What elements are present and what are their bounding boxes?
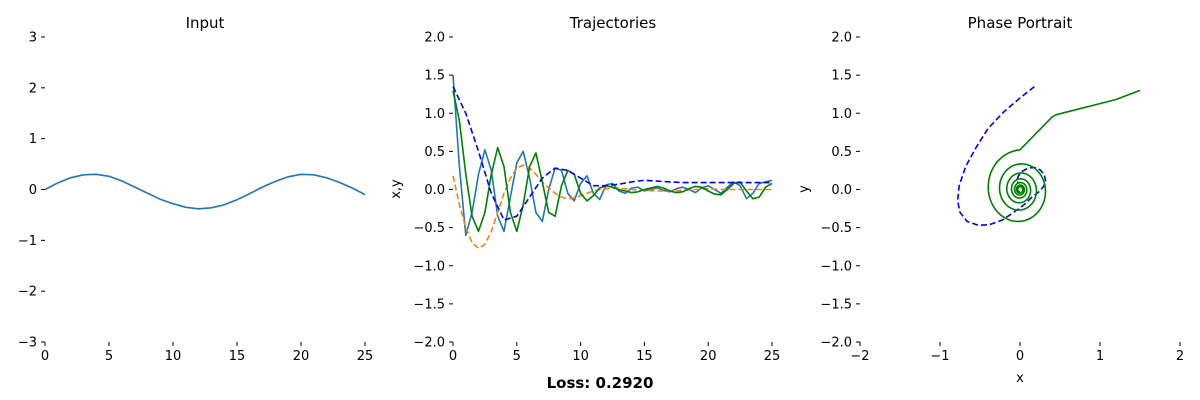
trajectories-y-axis: −2.0 −1.5 −1.0 −0.5 0.0 0.5 1.0 1.5 2.0 [413,31,453,351]
trajectories-x-tick-label: 5 [513,349,521,364]
phase-portrait-x-tick-label: 1 [1096,349,1104,364]
trajectories-y-tick-label: −0.5 [413,221,445,236]
phase-portrait-spiral-line [987,89,1141,223]
phase-portrait-x-tick-label: 2 [1176,349,1184,364]
phase-portrait-y-tick-label: −1.0 [820,259,852,274]
input-y-tick-label: 2 [29,81,37,96]
input-y-tick-label: 3 [29,31,37,46]
input-title: Input [186,14,225,32]
input-y-tick-label: −2 [18,285,37,300]
trajectories-series-line-2 [452,164,772,249]
input-x-axis: 0 5 10 15 20 25 [41,342,373,364]
input-y-tick-label: 1 [29,132,37,147]
trajectories-x-axis: 0 5 10 15 20 25 [449,342,780,364]
phase-portrait-y-tick-label: 1.5 [831,69,852,84]
trajectories-y-tick-label: −1.5 [413,297,445,312]
input-y-axis: −3 −2 −1 0 1 2 3 [18,31,45,351]
phase-portrait-lines [956,85,1141,227]
input-x-tick-label: 10 [165,349,182,364]
phase-portrait-x-axis: −2 −1 0 1 2 [850,342,1184,364]
input-x-tick-label: 20 [293,349,310,364]
input-y-tick-label: 0 [29,183,37,198]
trajectories-panel: Trajectories x,y −2.0 −1.5 −1.0 −0.5 0.0 0.5 1… [389,14,780,364]
trajectories-y-label: x,y [389,179,404,199]
input-x-tick-label: 5 [105,349,113,364]
input-x-tick-label: 15 [229,349,246,364]
trajectories-x-tick-label: 20 [700,349,717,364]
phase-portrait-title: Phase Portrait [968,14,1073,32]
phase-portrait-x-tick-label: −1 [930,349,949,364]
trajectories-lines [452,75,773,249]
trajectories-x-tick-label: 10 [572,349,589,364]
trajectories-series-line-3 [452,90,773,233]
trajectories-series-line-4 [452,86,772,221]
phase-portrait-y-tick-label: 2.0 [831,31,852,46]
phase-portrait-panel: Phase Portrait y x −2.0 −1.5 −1.0 −0.5 0.0 0.… [797,14,1184,386]
phase-portrait-x-tick-label: 0 [1016,349,1024,364]
trajectories-y-tick-label: 2.0 [424,31,445,46]
input-x-tick-label: 25 [357,349,374,364]
phase-portrait-x-tick-label: −2 [850,349,869,364]
phase-portrait-y-tick-label: −0.5 [820,221,852,236]
trajectories-y-tick-label: 1.0 [424,107,445,122]
phase-portrait-x-label: x [1016,371,1024,386]
phase-portrait-y-tick-label: −2.0 [820,336,852,351]
phase-portrait-y-tick-label: 1.0 [831,107,852,122]
input-lines [44,173,366,210]
phase-portrait-y-tick-label: −1.5 [820,297,852,312]
phase-portrait-y-label: y [797,185,812,193]
phase-portrait-y-axis: −2.0 −1.5 −1.0 −0.5 0.0 0.5 1.0 1.5 2.0 [820,31,860,351]
input-y-tick-label: −3 [18,336,37,351]
trajectories-x-tick-label: 15 [636,349,653,364]
trajectories-title: Trajectories [569,14,657,32]
trajectories-y-tick-label: −2.0 [413,336,445,351]
loss-text: Loss: 0.2920 [547,374,654,392]
trajectories-y-tick-label: 0.0 [424,183,445,198]
trajectories-y-tick-label: 0.5 [424,145,445,160]
trajectories-y-tick-label: 1.5 [424,69,445,84]
input-panel: Input −3 −2 −1 0 1 2 3 0 5 10 15 20 25 [18,14,373,364]
input-y-tick-label: −1 [18,234,37,249]
phase-portrait-y-tick-label: 0.5 [831,145,852,160]
trajectories-x-tick-label: 0 [449,349,457,364]
trajectories-x-tick-label: 25 [764,349,781,364]
trajectories-y-tick-label: −1.0 [413,259,445,274]
phase-portrait-series-line-1 [956,85,1047,227]
input-x-tick-label: 0 [41,349,49,364]
phase-portrait-y-tick-label: 0.0 [831,183,852,198]
input-series-line-1 [44,173,366,210]
